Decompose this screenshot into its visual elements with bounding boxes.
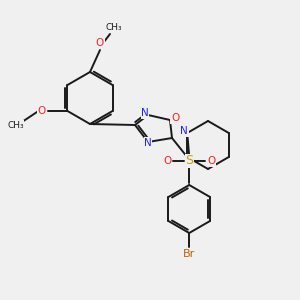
Text: S: S xyxy=(185,154,193,167)
Text: Br: Br xyxy=(183,249,195,259)
Text: CH₃: CH₃ xyxy=(106,23,122,32)
Text: N: N xyxy=(141,108,149,118)
Text: O: O xyxy=(38,106,46,116)
Text: O: O xyxy=(163,156,171,166)
Text: O: O xyxy=(96,38,104,48)
Text: N: N xyxy=(144,138,152,148)
Text: O: O xyxy=(171,113,179,123)
Text: O: O xyxy=(207,156,215,166)
Text: N: N xyxy=(180,126,188,136)
Text: CH₃: CH₃ xyxy=(7,121,24,130)
